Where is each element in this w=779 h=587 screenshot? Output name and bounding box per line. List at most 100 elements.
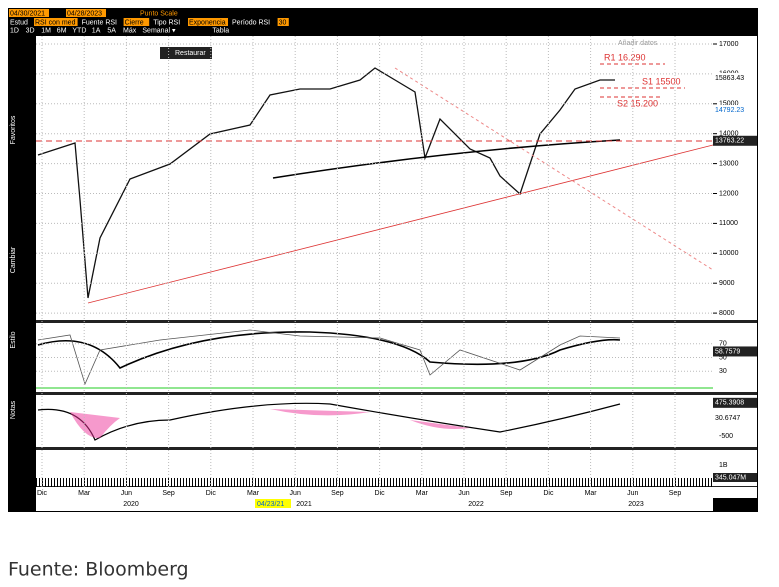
period-button[interactable]: 1A [92,27,101,34]
field-value[interactable]: RSI con med [35,19,76,26]
y-tick-label: 15000 [719,101,739,108]
field [34,18,78,26]
ma-price-box [713,105,757,116]
period-button[interactable]: Máx [123,27,137,34]
field-label: Estud [10,19,28,26]
pane-divider [36,392,757,395]
trend-line [87,144,714,304]
y-tick-label: 12000 [719,190,739,197]
year-label: 2023 [628,501,644,508]
month-label: Mar [416,490,429,497]
annotation: S1 15500 [642,76,681,86]
sidebar-label: Notas [10,400,17,419]
month-label: Dic [375,490,386,497]
last-price: 15863.43 [715,75,744,82]
year-label: 2022 [468,501,484,508]
month-label: Mar [78,490,91,497]
annotation: S2 15.200 [617,98,658,108]
sidebar-label: Estilo [10,331,17,348]
field [188,18,228,26]
month-label: Jun [627,490,638,497]
pane-divider [36,447,757,450]
period-button[interactable]: Semanal ▾ [142,27,176,34]
date-marker-box [255,499,291,508]
price-series [37,67,615,299]
month-label: Sep [162,490,175,497]
period-button[interactable]: YTD [72,27,86,34]
field-label: Tipo RSI [153,19,180,26]
scale: Punto Scale [140,10,178,17]
level-price: 13763.22 [715,138,744,145]
y-tick-label: 9000 [719,280,735,287]
y-tick-label: 14000 [719,131,739,138]
last-price-box [713,72,757,83]
rsi-tick-label: 70 [719,341,727,348]
month-label: Dic [206,490,217,497]
y-tick-label: 10000 [719,250,739,257]
sidebar-label: Cambiar [10,246,17,273]
rsi-tick-label: 50 [719,354,727,361]
month-label: Mar [585,490,598,497]
period-button[interactable]: 1M [41,27,51,34]
volume-last-box [713,473,757,482]
y-tick-label: 11000 [719,220,738,227]
rsi-ma [37,331,621,369]
period-button[interactable]: 6M [57,27,67,34]
month-label: Sep [331,490,344,497]
period-button[interactable]: 1D [10,27,19,34]
year-label: 2020 [123,501,139,508]
month-label: Jun [290,490,301,497]
field-label: Período RSI [232,19,270,26]
y-tick-label: 13000 [719,160,739,167]
month-label: Dic [543,490,554,497]
period-button[interactable]: Tabla [212,27,229,34]
rsi-last-box [713,346,757,357]
month-label: Jun [458,490,469,497]
rsi-last: 58.7579 [715,348,740,355]
volume-last: 345.047M [715,474,746,481]
year-label: 2021 [296,501,312,508]
x-axis [36,487,713,511]
macd-value: 475.3908 [715,400,744,407]
field [277,18,289,26]
month-label: Jun [121,490,132,497]
restore-label[interactable]: Restaurar [175,50,206,57]
chart-area [36,36,713,498]
field-value[interactable]: Exponencia [189,19,226,26]
date-box [9,9,49,17]
period-button[interactable]: 3D [26,27,35,34]
month-label: Sep [500,490,513,497]
field [123,18,150,26]
period-button[interactable]: 5A [107,27,116,34]
volume-tick-label: 1B [719,462,728,469]
month-label: Dic [37,490,48,497]
macd [37,402,621,441]
add-data[interactable]: Añadir datos [618,40,658,47]
field-value[interactable]: 30 [279,19,287,26]
restore-button[interactable] [160,47,212,59]
pane-divider [36,320,757,323]
date-marker: 04/23/21 [257,501,284,508]
macd-tick-label: -500 [719,433,733,440]
rsi-tick-label: 30 [719,368,727,375]
field-value[interactable]: Cierre [125,19,144,26]
sidebar-label: Favoritos [10,115,17,144]
macd-box [713,397,757,408]
start-date: 04/30/2021 [10,10,45,17]
rsi [37,329,621,386]
ma-price: 14792.23 [715,107,744,114]
date-box [66,9,106,17]
month-label: Sep [669,490,682,497]
moving-average [272,139,621,179]
y-tick-label: 17000 [719,41,739,48]
macd-value: 30.6747 [715,415,740,422]
field-label: Fuente RSI [82,19,117,26]
end-date[interactable]: 04/28/2023 [67,10,102,17]
y-tick-label: 8000 [719,310,735,317]
trend-line [394,67,714,271]
caption: Fuente: Bloomberg [8,559,189,581]
month-label: Mar [247,490,260,497]
macd-box [713,412,757,423]
annotation: R1 16.290 [604,52,646,62]
